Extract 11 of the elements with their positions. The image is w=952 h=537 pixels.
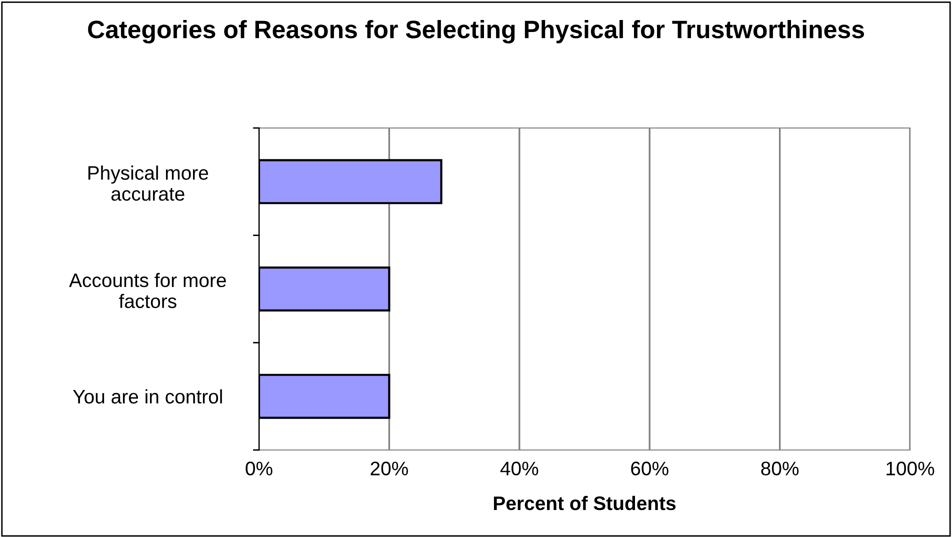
chart-title: Categories of Reasons for Selecting Physical for Trustworthiness bbox=[88, 20, 864, 44]
x-tick-label: 60% bbox=[631, 462, 668, 476]
x-tick-label: 20% bbox=[370, 462, 408, 476]
y-tick-label: Physical more accurate bbox=[88, 166, 208, 201]
x-tick-label: 40% bbox=[500, 462, 538, 476]
y-tick-label: You are in control bbox=[73, 389, 222, 404]
x-tick-label: 0% bbox=[246, 462, 272, 476]
y-tick-label: Accounts for more factors bbox=[69, 272, 226, 308]
x-tick-label: 80% bbox=[761, 462, 799, 476]
x-tick-label: 100% bbox=[886, 462, 934, 476]
x-axis-title: Percent of Students bbox=[494, 496, 676, 510]
